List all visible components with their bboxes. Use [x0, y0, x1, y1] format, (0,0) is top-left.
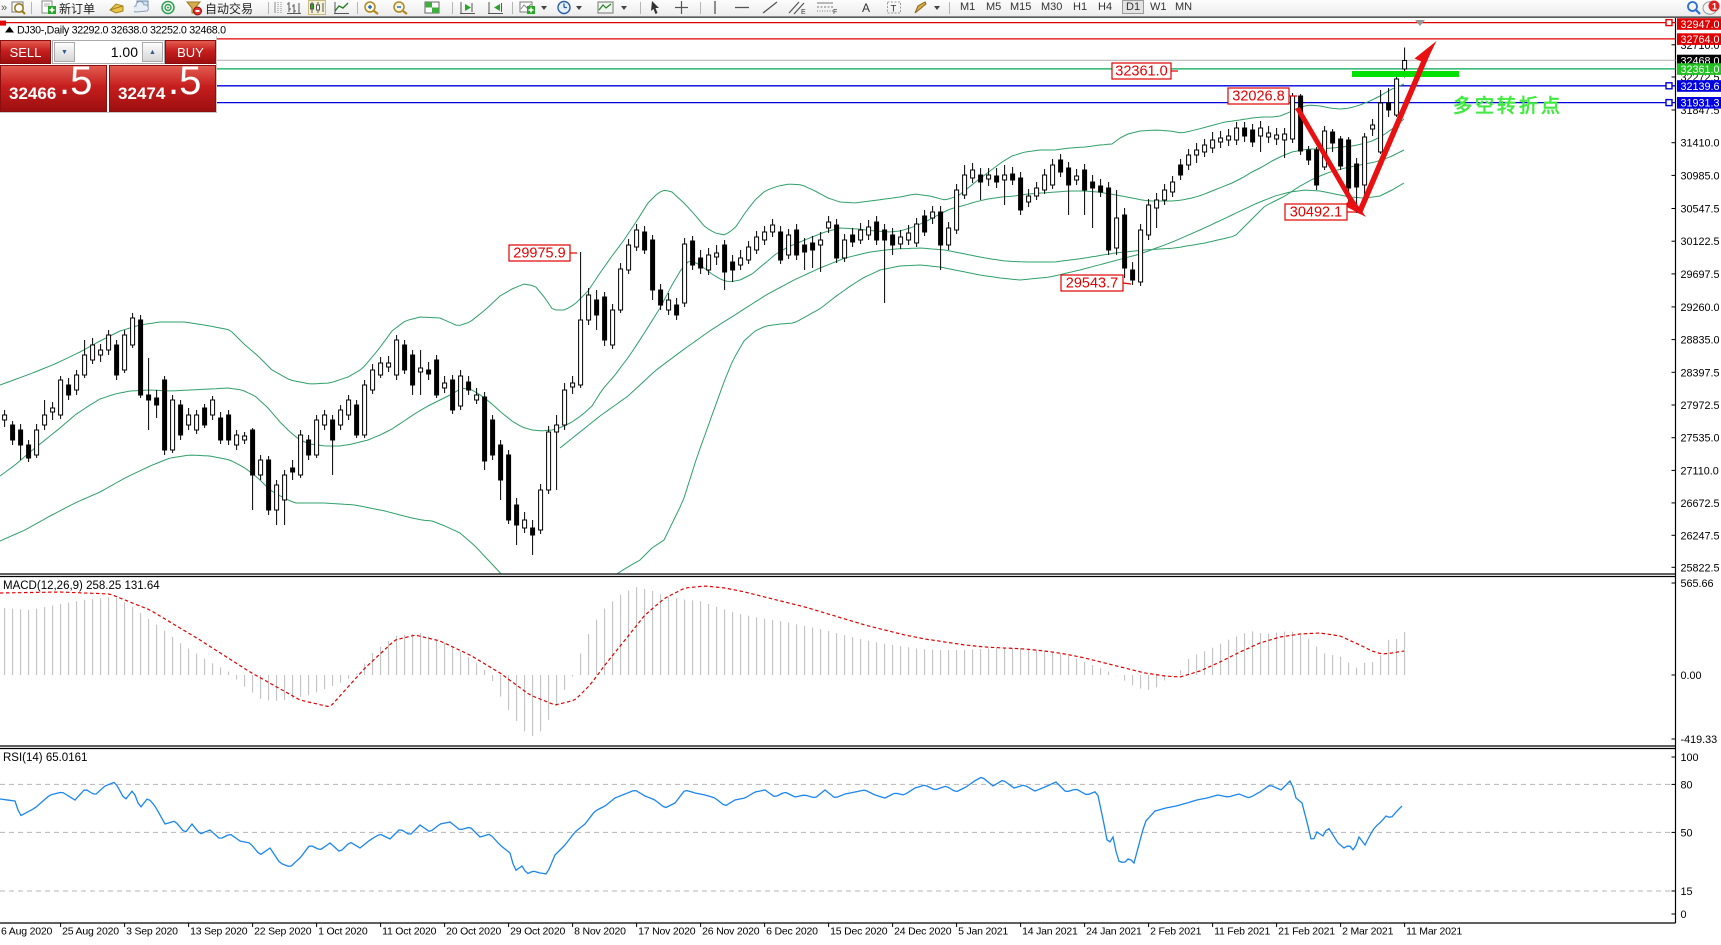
- svg-text:6 Aug 2020: 6 Aug 2020: [1, 926, 52, 938]
- svg-text:6 Dec 2020: 6 Dec 2020: [766, 926, 818, 938]
- svg-text:27535.0: 27535.0: [1681, 433, 1720, 445]
- svg-text:32026.8: 32026.8: [1232, 89, 1284, 105]
- svg-text:-419.33: -419.33: [1681, 734, 1718, 746]
- svg-text:多空转折点: 多空转折点: [1453, 94, 1563, 117]
- svg-text:F: F: [833, 9, 837, 16]
- svg-text:E: E: [801, 9, 806, 16]
- svg-text:28397.5: 28397.5: [1681, 367, 1720, 379]
- svg-text:2 Feb 2021: 2 Feb 2021: [1150, 926, 1201, 938]
- svg-text:31410.0: 31410.0: [1681, 138, 1720, 150]
- svg-text:24 Dec 2020: 24 Dec 2020: [894, 926, 952, 938]
- svg-text:32361.0: 32361.0: [1681, 64, 1720, 76]
- svg-text:27110.0: 27110.0: [1681, 465, 1719, 477]
- svg-text:17 Nov 2020: 17 Nov 2020: [638, 926, 696, 938]
- svg-text:DJ30-,Daily 32292.0 32638.0 3: DJ30-,Daily 32292.0 32638.0 32252.0 3246…: [17, 25, 226, 37]
- svg-text:565.66: 565.66: [1681, 578, 1714, 590]
- svg-text:22 Sep 2020: 22 Sep 2020: [254, 926, 312, 938]
- svg-text:28835.0: 28835.0: [1681, 335, 1720, 347]
- svg-text:3 Sep 2020: 3 Sep 2020: [126, 926, 178, 938]
- svg-text:RSI(14) 65.0161: RSI(14) 65.0161: [3, 752, 87, 764]
- svg-text:29 Oct 2020: 29 Oct 2020: [510, 926, 565, 938]
- svg-text:0.00: 0.00: [1681, 670, 1702, 682]
- svg-text:13 Sep 2020: 13 Sep 2020: [190, 926, 248, 938]
- svg-text:11 Mar 2021: 11 Mar 2021: [1406, 926, 1462, 938]
- svg-text:21 Feb 2021: 21 Feb 2021: [1278, 926, 1335, 938]
- svg-text:32139.6: 32139.6: [1681, 81, 1720, 93]
- svg-text:11 Feb 2021: 11 Feb 2021: [1214, 926, 1270, 938]
- svg-text:32361.0: 32361.0: [1115, 64, 1167, 80]
- svg-text:32764.0: 32764.0: [1681, 34, 1720, 46]
- svg-text:27972.5: 27972.5: [1681, 400, 1720, 412]
- svg-text:30547.5: 30547.5: [1681, 204, 1720, 216]
- svg-text:15 Dec 2020: 15 Dec 2020: [830, 926, 888, 938]
- svg-text:29260.0: 29260.0: [1681, 302, 1720, 314]
- svg-text:31931.3: 31931.3: [1681, 98, 1720, 110]
- svg-text:24 Jan 2021: 24 Jan 2021: [1086, 926, 1142, 938]
- svg-text:50: 50: [1681, 827, 1693, 839]
- svg-text:30492.1: 30492.1: [1290, 205, 1342, 221]
- svg-text:2 Mar 2021: 2 Mar 2021: [1342, 926, 1393, 938]
- svg-text:32947.0: 32947.0: [1681, 19, 1720, 31]
- svg-text:30122.5: 30122.5: [1681, 236, 1720, 248]
- svg-text:1 Oct 2020: 1 Oct 2020: [318, 926, 368, 938]
- svg-text:15: 15: [1681, 886, 1693, 898]
- svg-text:14 Jan 2021: 14 Jan 2021: [1022, 926, 1078, 938]
- svg-text:26 Nov 2020: 26 Nov 2020: [702, 926, 760, 938]
- svg-text:26672.5: 26672.5: [1681, 498, 1720, 510]
- svg-text:25 Aug 2020: 25 Aug 2020: [62, 926, 119, 938]
- svg-text:MACD(12,26,9) 258.25 131.64: MACD(12,26,9) 258.25 131.64: [3, 580, 160, 592]
- svg-text:5 Jan 2021: 5 Jan 2021: [958, 926, 1008, 938]
- svg-text:8 Nov 2020: 8 Nov 2020: [574, 926, 626, 938]
- svg-text:26247.5: 26247.5: [1681, 530, 1720, 542]
- svg-text:11 Oct 2020: 11 Oct 2020: [382, 926, 437, 938]
- svg-text:T: T: [891, 4, 897, 15]
- svg-text:0: 0: [1681, 909, 1687, 921]
- svg-text:29697.5: 29697.5: [1681, 269, 1720, 281]
- svg-text:29975.9: 29975.9: [513, 246, 565, 262]
- svg-text:29543.7: 29543.7: [1066, 276, 1118, 292]
- svg-text:100: 100: [1681, 752, 1699, 764]
- svg-text:25822.5: 25822.5: [1681, 562, 1720, 574]
- svg-text:20 Oct 2020: 20 Oct 2020: [446, 926, 501, 938]
- svg-text:80: 80: [1681, 779, 1693, 791]
- svg-text:1: 1: [1712, 2, 1717, 12]
- svg-text:30985.0: 30985.0: [1681, 170, 1720, 182]
